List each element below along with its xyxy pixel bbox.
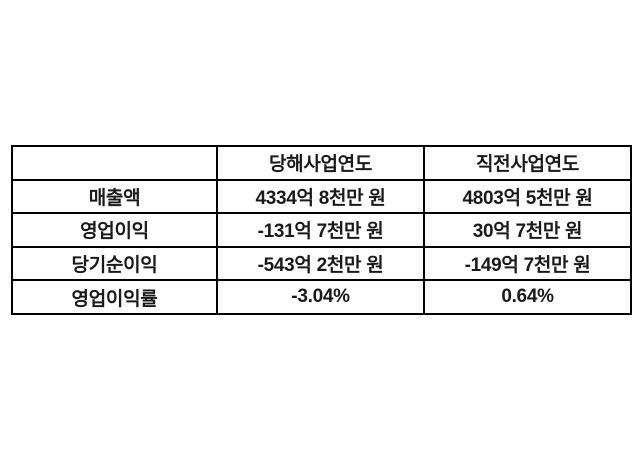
table-header-row: 당해사업연도 직전사업연도 — [11, 145, 632, 181]
row-label-operating-margin: 영업이익률 — [11, 279, 218, 315]
net-income-current-value: -543억 2천만 원 — [216, 245, 425, 282]
operating-income-previous-value: 30억 7천만 원 — [423, 212, 632, 248]
revenue-previous-value: 4803억 5천만 원 — [423, 178, 632, 215]
col-header-previous-fiscal-year: 직전사업연도 — [423, 145, 632, 181]
row-label-revenue: 매출액 — [11, 178, 218, 215]
table-row-net-income: 당기순이익 -543억 2천만 원 -149억 7천만 원 — [11, 245, 632, 282]
table-row-operating-margin: 영업이익률 -3.04% 0.64% — [11, 279, 632, 315]
operating-income-current-value: -131억 7천만 원 — [216, 212, 425, 248]
col-header-current-fiscal-year: 당해사업연도 — [216, 145, 425, 181]
operating-margin-current-value: -3.04% — [216, 279, 425, 315]
financial-summary-table: 당해사업연도 직전사업연도 매출액 4334억 8천만 원 4803억 5천만 … — [11, 145, 632, 315]
operating-margin-previous-value: 0.64% — [423, 279, 632, 315]
table-row-revenue: 매출액 4334억 8천만 원 4803억 5천만 원 — [11, 178, 632, 215]
revenue-current-value: 4334억 8천만 원 — [216, 178, 425, 215]
net-income-previous-value: -149억 7천만 원 — [423, 245, 632, 282]
row-label-net-income: 당기순이익 — [11, 245, 218, 282]
table-row-operating-income: 영업이익 -131억 7천만 원 30억 7천만 원 — [11, 212, 632, 248]
corner-empty-cell — [11, 145, 218, 181]
row-label-operating-income: 영업이익 — [11, 212, 218, 248]
